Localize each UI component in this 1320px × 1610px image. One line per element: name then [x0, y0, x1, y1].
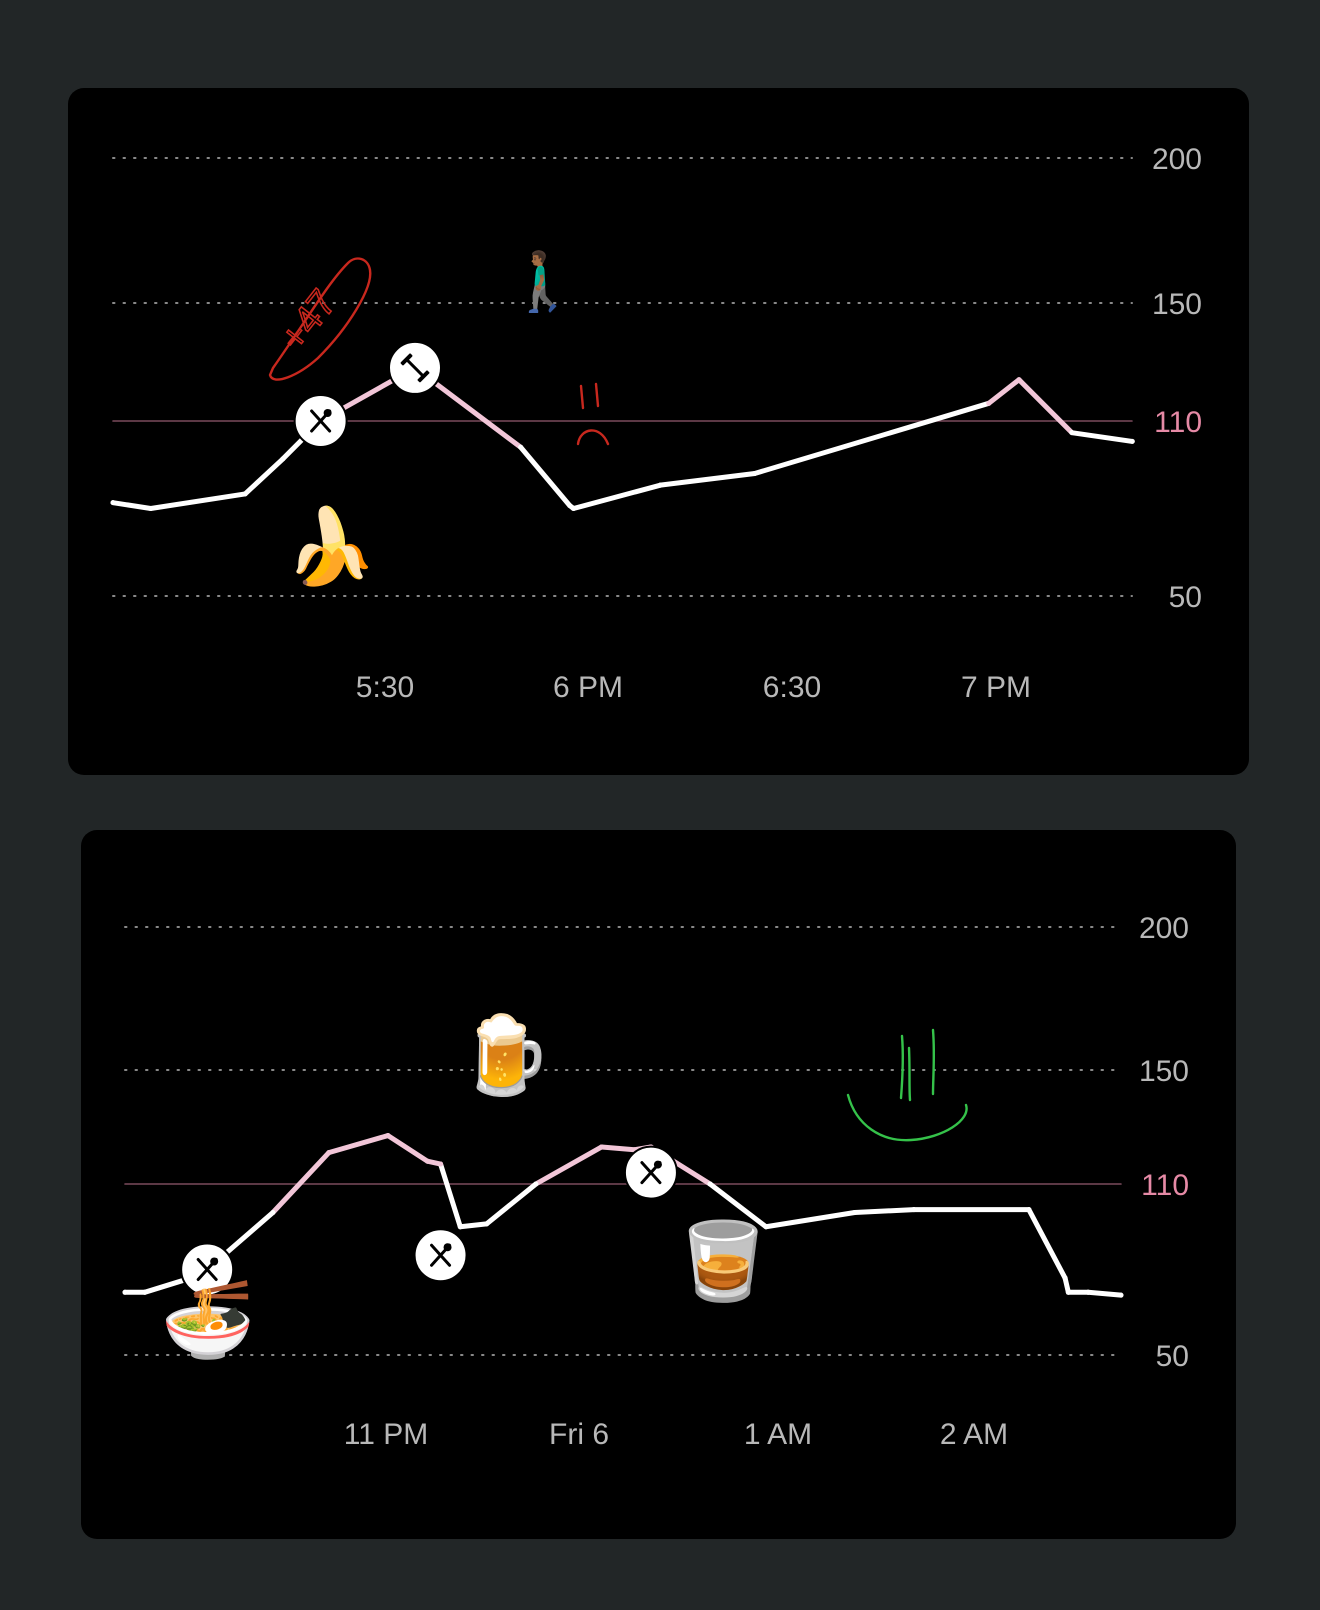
exercise-event-marker[interactable] [388, 340, 442, 395]
beer-mug-icon: 🍺 [458, 1009, 553, 1098]
annotation-plus-47: +47 [268, 257, 372, 381]
x-tick-label: 2 AM [940, 1418, 1008, 1451]
glucose-line-segment [270, 1150, 332, 1215]
glucose-line-segment [457, 1221, 490, 1230]
glucose-chart-bottom: 200 150 110 50 11 PM Fri 6 1 AM 2 AM 🍜 🍺 🥃 [122, 912, 1189, 1451]
glucose-point [763, 1224, 769, 1230]
glucose-point [326, 1150, 332, 1156]
glucose-point [1085, 1289, 1091, 1295]
x-tick-label: 7 PM [961, 671, 1031, 704]
annotation-plus-47-text: +47 [272, 282, 345, 359]
glucose-line-segment [571, 482, 663, 511]
glucose-point [110, 500, 116, 506]
glucose-line-segment [518, 444, 573, 509]
glucose-point [438, 1161, 444, 1167]
glucose-line-segment [707, 1181, 769, 1230]
x-tick-label: 11 PM [344, 1418, 428, 1451]
x-tick-label: Fri 6 [549, 1418, 609, 1451]
glucose-chart-panel-top: 200 150 110 50 5:30 6 PM 6:30 7 PM +47 🍌 🚶🏾‍♂️ [68, 88, 1249, 775]
glucose-point [657, 482, 663, 488]
glucose-point [1026, 1207, 1032, 1213]
glucose-line-segment [385, 1133, 430, 1164]
glucose-chart-top: 200 150 110 50 5:30 6 PM 6:30 7 PM +47 🍌 🚶🏾‍♂️ [110, 143, 1202, 704]
glucose-point [424, 1158, 430, 1164]
glucose-line-segment [533, 1144, 605, 1187]
glucose-point [571, 506, 577, 511]
glucose-point [518, 444, 524, 450]
x-tick-label: 5:30 [356, 671, 414, 704]
meal-event-marker[interactable] [623, 1145, 678, 1200]
glucose-line-segment [657, 471, 758, 488]
meal-event-marker[interactable] [413, 1228, 468, 1283]
glucose-point [457, 1224, 463, 1230]
glucose-point [1016, 377, 1022, 383]
glucose-point [1069, 430, 1075, 436]
meal-event-marker[interactable] [180, 1242, 235, 1297]
glucose-point [242, 491, 248, 497]
y-tick-label: 50 [1169, 581, 1202, 614]
glucose-line-segment [1069, 430, 1135, 444]
glucose-point [270, 1210, 276, 1215]
glucose-line-segment [438, 1161, 463, 1230]
banana-icon: 🍌 [285, 504, 377, 589]
annotation-smiley-face [846, 1028, 968, 1142]
glucose-line-segment [1016, 377, 1075, 436]
x-tick-label: 6:30 [763, 671, 821, 704]
glucose-point [986, 400, 992, 406]
y-tick-label: 200 [1139, 912, 1189, 945]
glucose-line-segment [484, 1181, 539, 1227]
glucose-line-segment [752, 400, 992, 476]
glucose-point [533, 1181, 539, 1187]
fork-knife-icon [310, 409, 332, 433]
glucose-line-segment [599, 1144, 637, 1153]
glucose-line-segment [1026, 1207, 1068, 1281]
dumbbell-icon [400, 353, 430, 383]
y-tick-label: 110 [1141, 1169, 1189, 1202]
y-tick-label: 150 [1152, 288, 1202, 321]
glucose-line-segment [1085, 1289, 1124, 1298]
glucose-line-segment [242, 456, 286, 497]
y-tick-label: 200 [1152, 143, 1202, 176]
glucose-point [567, 503, 573, 509]
fork-knife-icon [196, 1257, 219, 1281]
glucose-point [122, 1289, 128, 1295]
glucose-point [752, 471, 758, 476]
glucose-line-segment [852, 1207, 917, 1215]
fork-knife-icon [640, 1160, 662, 1185]
meal-event-marker[interactable] [293, 394, 348, 448]
glucose-point [707, 1181, 713, 1187]
glucose-point [280, 456, 286, 462]
glucose-line-segment [110, 500, 154, 511]
glucose-line-segment [326, 1133, 391, 1156]
y-tick-label: 50 [1156, 1340, 1189, 1373]
person-walking-icon: 🚶🏾‍♂️ [507, 248, 579, 314]
glucose-point [599, 1144, 605, 1150]
fork-knife-icon [430, 1243, 452, 1267]
glucose-point [1129, 438, 1135, 444]
glucose-point [142, 1289, 148, 1295]
glucose-line-segment [986, 377, 1022, 406]
glucose-point [852, 1210, 858, 1215]
glucose-point [385, 1133, 391, 1139]
glucose-point [1065, 1289, 1071, 1295]
glucose-point [484, 1221, 490, 1227]
noodle-bowl-icon: 🍜 [161, 1279, 256, 1363]
x-tick-label: 6 PM [553, 671, 623, 704]
glucose-point [148, 506, 154, 511]
annotation-sad-face [576, 382, 610, 446]
x-tick-label: 1 AM [744, 1418, 812, 1451]
glucose-line-segment [763, 1210, 858, 1230]
glucose-point [1118, 1292, 1124, 1298]
whiskey-glass-icon: 🥃 [676, 1218, 771, 1304]
glucose-chart-panel-bottom: 200 150 110 50 11 PM Fri 6 1 AM 2 AM 🍜 🍺 🥃 [81, 830, 1236, 1539]
y-tick-label: 150 [1139, 1055, 1189, 1088]
y-tick-label: 110 [1154, 406, 1202, 439]
glucose-point [911, 1207, 917, 1213]
glucose-line-segment [148, 491, 248, 511]
glucose-point [1062, 1275, 1068, 1281]
